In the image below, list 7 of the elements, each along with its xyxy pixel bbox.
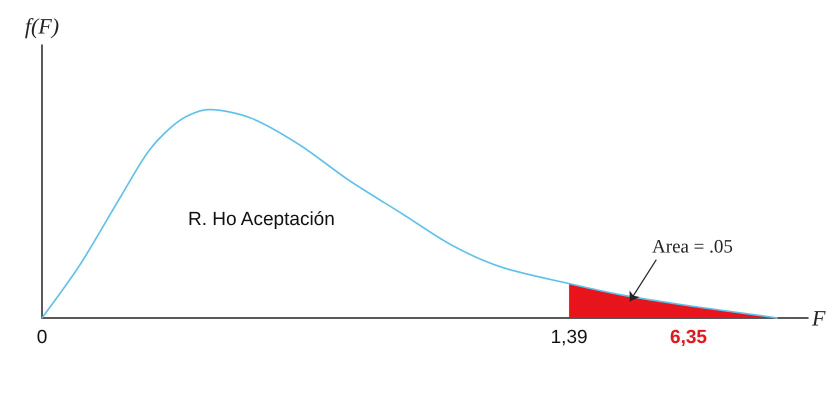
y-axis-title: f(F)	[24, 14, 60, 38]
x-tick-label: 0	[36, 327, 48, 348]
x-axis-title: F	[811, 306, 826, 330]
x-tick-label: 1,39	[550, 327, 588, 348]
text: 6,35	[670, 327, 708, 348]
annotation: Area = .05	[652, 236, 733, 258]
annotation: R. Ho Aceptación	[188, 209, 335, 230]
